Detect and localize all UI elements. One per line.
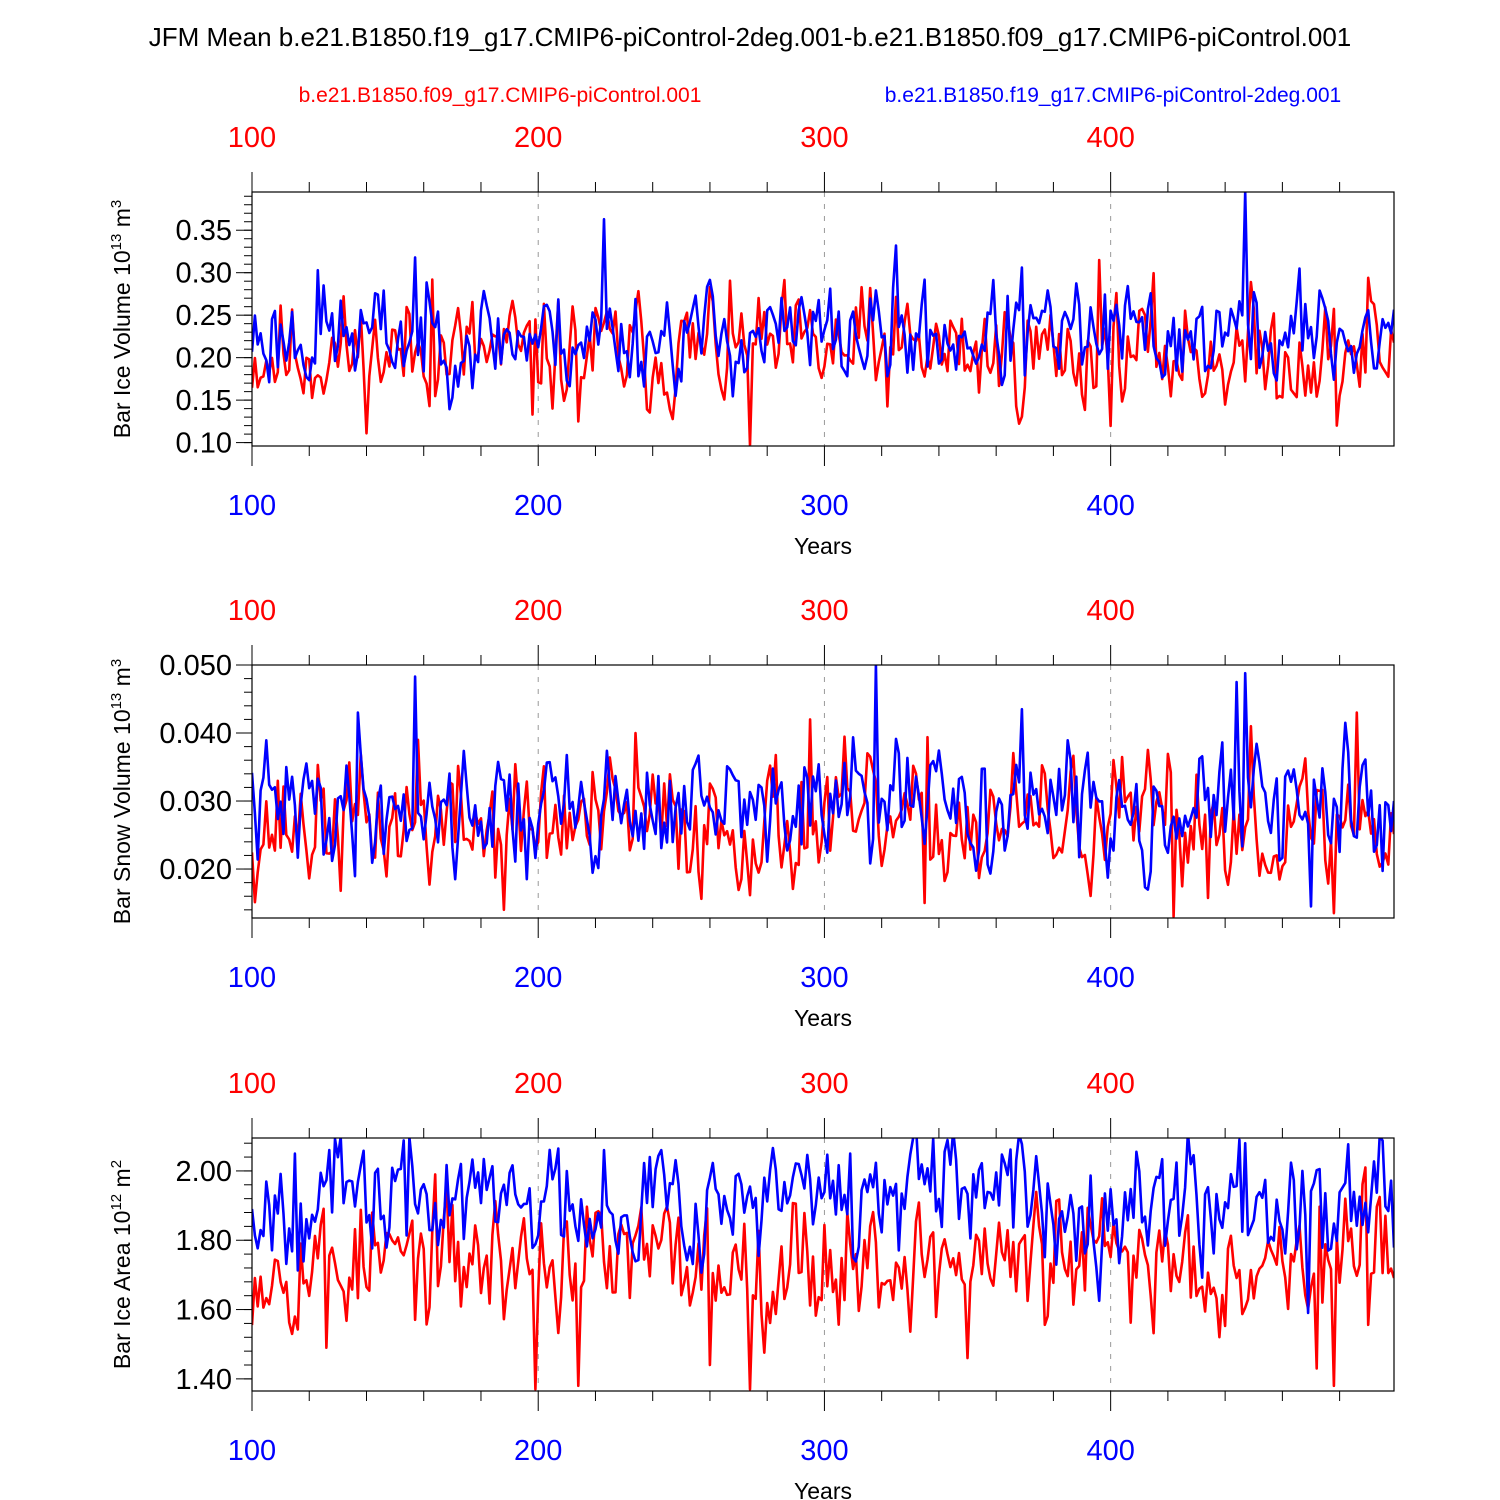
x-tick-label-top: 200 (514, 122, 562, 154)
y-axis-label-part: 2 (108, 1160, 125, 1168)
y-tick-label: 1.40 (176, 1364, 232, 1396)
y-tick-label: 0.050 (159, 650, 232, 682)
chart-panel-3: 1.40 1.60 1.80 2.00 100 100 200 200 300 300 400 400… (108, 1068, 1395, 1500)
x-tick-label-bottom: 100 (228, 490, 276, 522)
x-tick-label-bottom: 200 (514, 962, 562, 994)
y-axis-label-part: 13 (108, 693, 125, 710)
series-line-blue (252, 665, 1394, 908)
chart-panels: 0.10 0.15 0.20 0.25 0.30 0.35 100 100 200 200 300 3… (108, 122, 1395, 1500)
y-axis-label: Bar Ice Area 1012 m2 (108, 1160, 135, 1369)
y-tick-label: 1.80 (176, 1225, 232, 1257)
y-tick-label: 0.30 (176, 258, 232, 290)
series-line-red (252, 258, 1394, 446)
x-tick-label-top: 400 (1086, 122, 1134, 154)
x-axis-label: Years (794, 1478, 852, 1500)
x-tick-label-top: 100 (228, 1068, 276, 1100)
y-axis-label-part: m (109, 667, 135, 693)
x-tick-label-top: 200 (514, 1068, 562, 1100)
y-axis-label-part: Bar Ice Volume 10 (109, 250, 135, 438)
y-axis-label-part: Bar Ice Area 10 (109, 1211, 135, 1370)
y-axis-label-part: 3 (108, 659, 125, 667)
y-axis-label-part: 13 (108, 234, 125, 251)
x-tick-label-top: 400 (1086, 595, 1134, 627)
y-axis-label-part: m (109, 208, 135, 234)
x-tick-label-top: 400 (1086, 1068, 1134, 1100)
series-line-red (252, 1166, 1394, 1391)
y-axis-label-part: 3 (108, 200, 125, 208)
x-tick-label-bottom: 300 (800, 490, 848, 522)
x-tick-label-bottom: 400 (1086, 490, 1134, 522)
y-tick-label: 0.030 (159, 786, 232, 818)
y-tick-label: 0.10 (176, 428, 232, 460)
x-tick-label-bottom: 400 (1086, 962, 1134, 994)
x-tick-label-top: 100 (228, 595, 276, 627)
chart-panel-2: 0.020 0.030 0.040 0.050 100 100 200 200 300 300 40… (108, 595, 1395, 1031)
y-axis-label: Bar Snow Volume 1013 m3 (108, 659, 135, 924)
x-tick-label-top: 300 (800, 595, 848, 627)
x-tick-label-bottom: 300 (800, 1435, 848, 1467)
y-tick-label: 0.040 (159, 718, 232, 750)
x-tick-label-bottom: 200 (514, 1435, 562, 1467)
legend-blue-case: b.e21.B1850.f19_g17.CMIP6-piControl-2deg… (885, 84, 1341, 107)
chart-panel-1: 0.10 0.15 0.20 0.25 0.30 0.35 100 100 200 200 300 3… (108, 122, 1395, 559)
x-axis-label: Years (794, 533, 852, 559)
x-tick-label-bottom: 100 (228, 1435, 276, 1467)
y-tick-label: 0.25 (176, 300, 232, 332)
y-tick-label: 0.20 (176, 343, 232, 375)
x-tick-label-bottom: 100 (228, 962, 276, 994)
x-tick-label-top: 200 (514, 595, 562, 627)
y-tick-label: 0.35 (176, 215, 232, 247)
y-axis-label: Bar Ice Volume 1013 m3 (108, 200, 135, 439)
y-axis-label-part: m (109, 1168, 135, 1194)
page-title: JFM Mean b.e21.B1850.f19_g17.CMIP6-piCon… (149, 22, 1352, 52)
x-tick-label-bottom: 200 (514, 490, 562, 522)
x-tick-label-top: 300 (800, 122, 848, 154)
plot-frame (251, 664, 1395, 919)
series-line-blue (252, 1138, 1394, 1315)
x-tick-label-top: 100 (228, 122, 276, 154)
y-tick-label: 2.00 (176, 1156, 232, 1188)
x-tick-label-bottom: 400 (1086, 1435, 1134, 1467)
x-tick-label-top: 300 (800, 1068, 848, 1100)
series-line-blue (252, 192, 1394, 411)
y-axis-label-part: Bar Snow Volume 10 (109, 709, 135, 924)
y-tick-label: 1.60 (176, 1295, 232, 1327)
plot-frame (251, 191, 1395, 447)
legend-red-case: b.e21.B1850.f09_g17.CMIP6-piControl.001 (299, 84, 702, 107)
plot-frame (251, 1137, 1395, 1392)
x-axis-label: Years (794, 1005, 852, 1031)
y-tick-label: 0.020 (159, 854, 232, 886)
y-tick-label: 0.15 (176, 385, 232, 417)
x-tick-label-bottom: 300 (800, 962, 848, 994)
y-axis-label-part: 12 (108, 1194, 125, 1211)
